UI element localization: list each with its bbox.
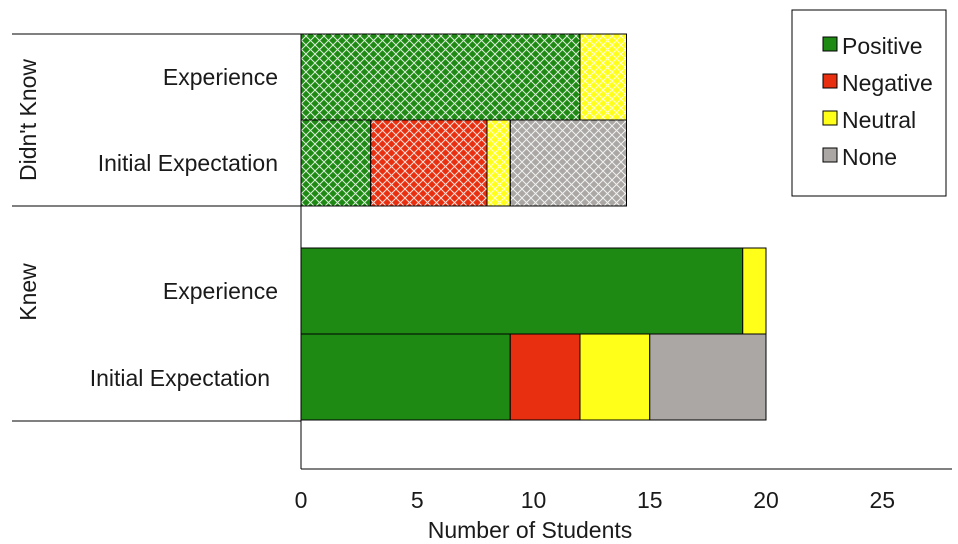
bar-hatch-overlay	[300, 33, 581, 121]
bar-hatch-overlay	[509, 119, 627, 207]
bar-category-label: Initial Expectation	[90, 365, 270, 391]
bar-hatch-overlay	[370, 119, 488, 207]
bar-segment-positive	[300, 247, 744, 335]
x-axis-title: Number of Students	[428, 517, 633, 543]
group-label: Knew	[15, 263, 41, 321]
x-tick-label: 5	[411, 487, 424, 513]
bar-category-label: Experience	[163, 64, 278, 90]
x-tick-label: 10	[521, 487, 547, 513]
legend-swatch-neutral	[822, 110, 838, 126]
bar-segment-negative	[509, 333, 581, 421]
bar-hatch-overlay	[579, 33, 627, 121]
legend-box	[791, 9, 947, 197]
x-tick-label: 0	[295, 487, 308, 513]
legend-label-none: None	[842, 144, 897, 170]
x-tick-label: 25	[869, 487, 895, 513]
plot-area	[12, 33, 952, 470]
bar-hatch-overlay	[300, 119, 372, 207]
group-label: Didn't Know	[15, 59, 41, 181]
bar-category-label: Initial Expectation	[98, 150, 278, 176]
bar-segment-positive	[300, 333, 511, 421]
legend-label-negative: Negative	[842, 70, 933, 96]
x-axis-ticks: 0 5 10 15 20 25	[295, 487, 895, 513]
legend: Positive Negative Neutral None	[791, 9, 947, 197]
legend-swatch-none	[822, 147, 838, 163]
bar-segment-neutral	[742, 247, 767, 335]
bar-segment-neutral	[579, 333, 651, 421]
legend-swatch-positive	[822, 36, 838, 52]
category-labels: Didn't Know Experience Initial Expectation…	[15, 59, 278, 391]
bar-segment-none	[649, 333, 767, 421]
x-tick-label: 15	[637, 487, 663, 513]
legend-swatch-negative	[822, 73, 838, 89]
legend-label-positive: Positive	[842, 33, 923, 59]
x-tick-label: 20	[753, 487, 779, 513]
legend-label-neutral: Neutral	[842, 107, 916, 133]
bar-category-label: Experience	[163, 278, 278, 304]
bar-hatch-overlay	[486, 119, 511, 207]
